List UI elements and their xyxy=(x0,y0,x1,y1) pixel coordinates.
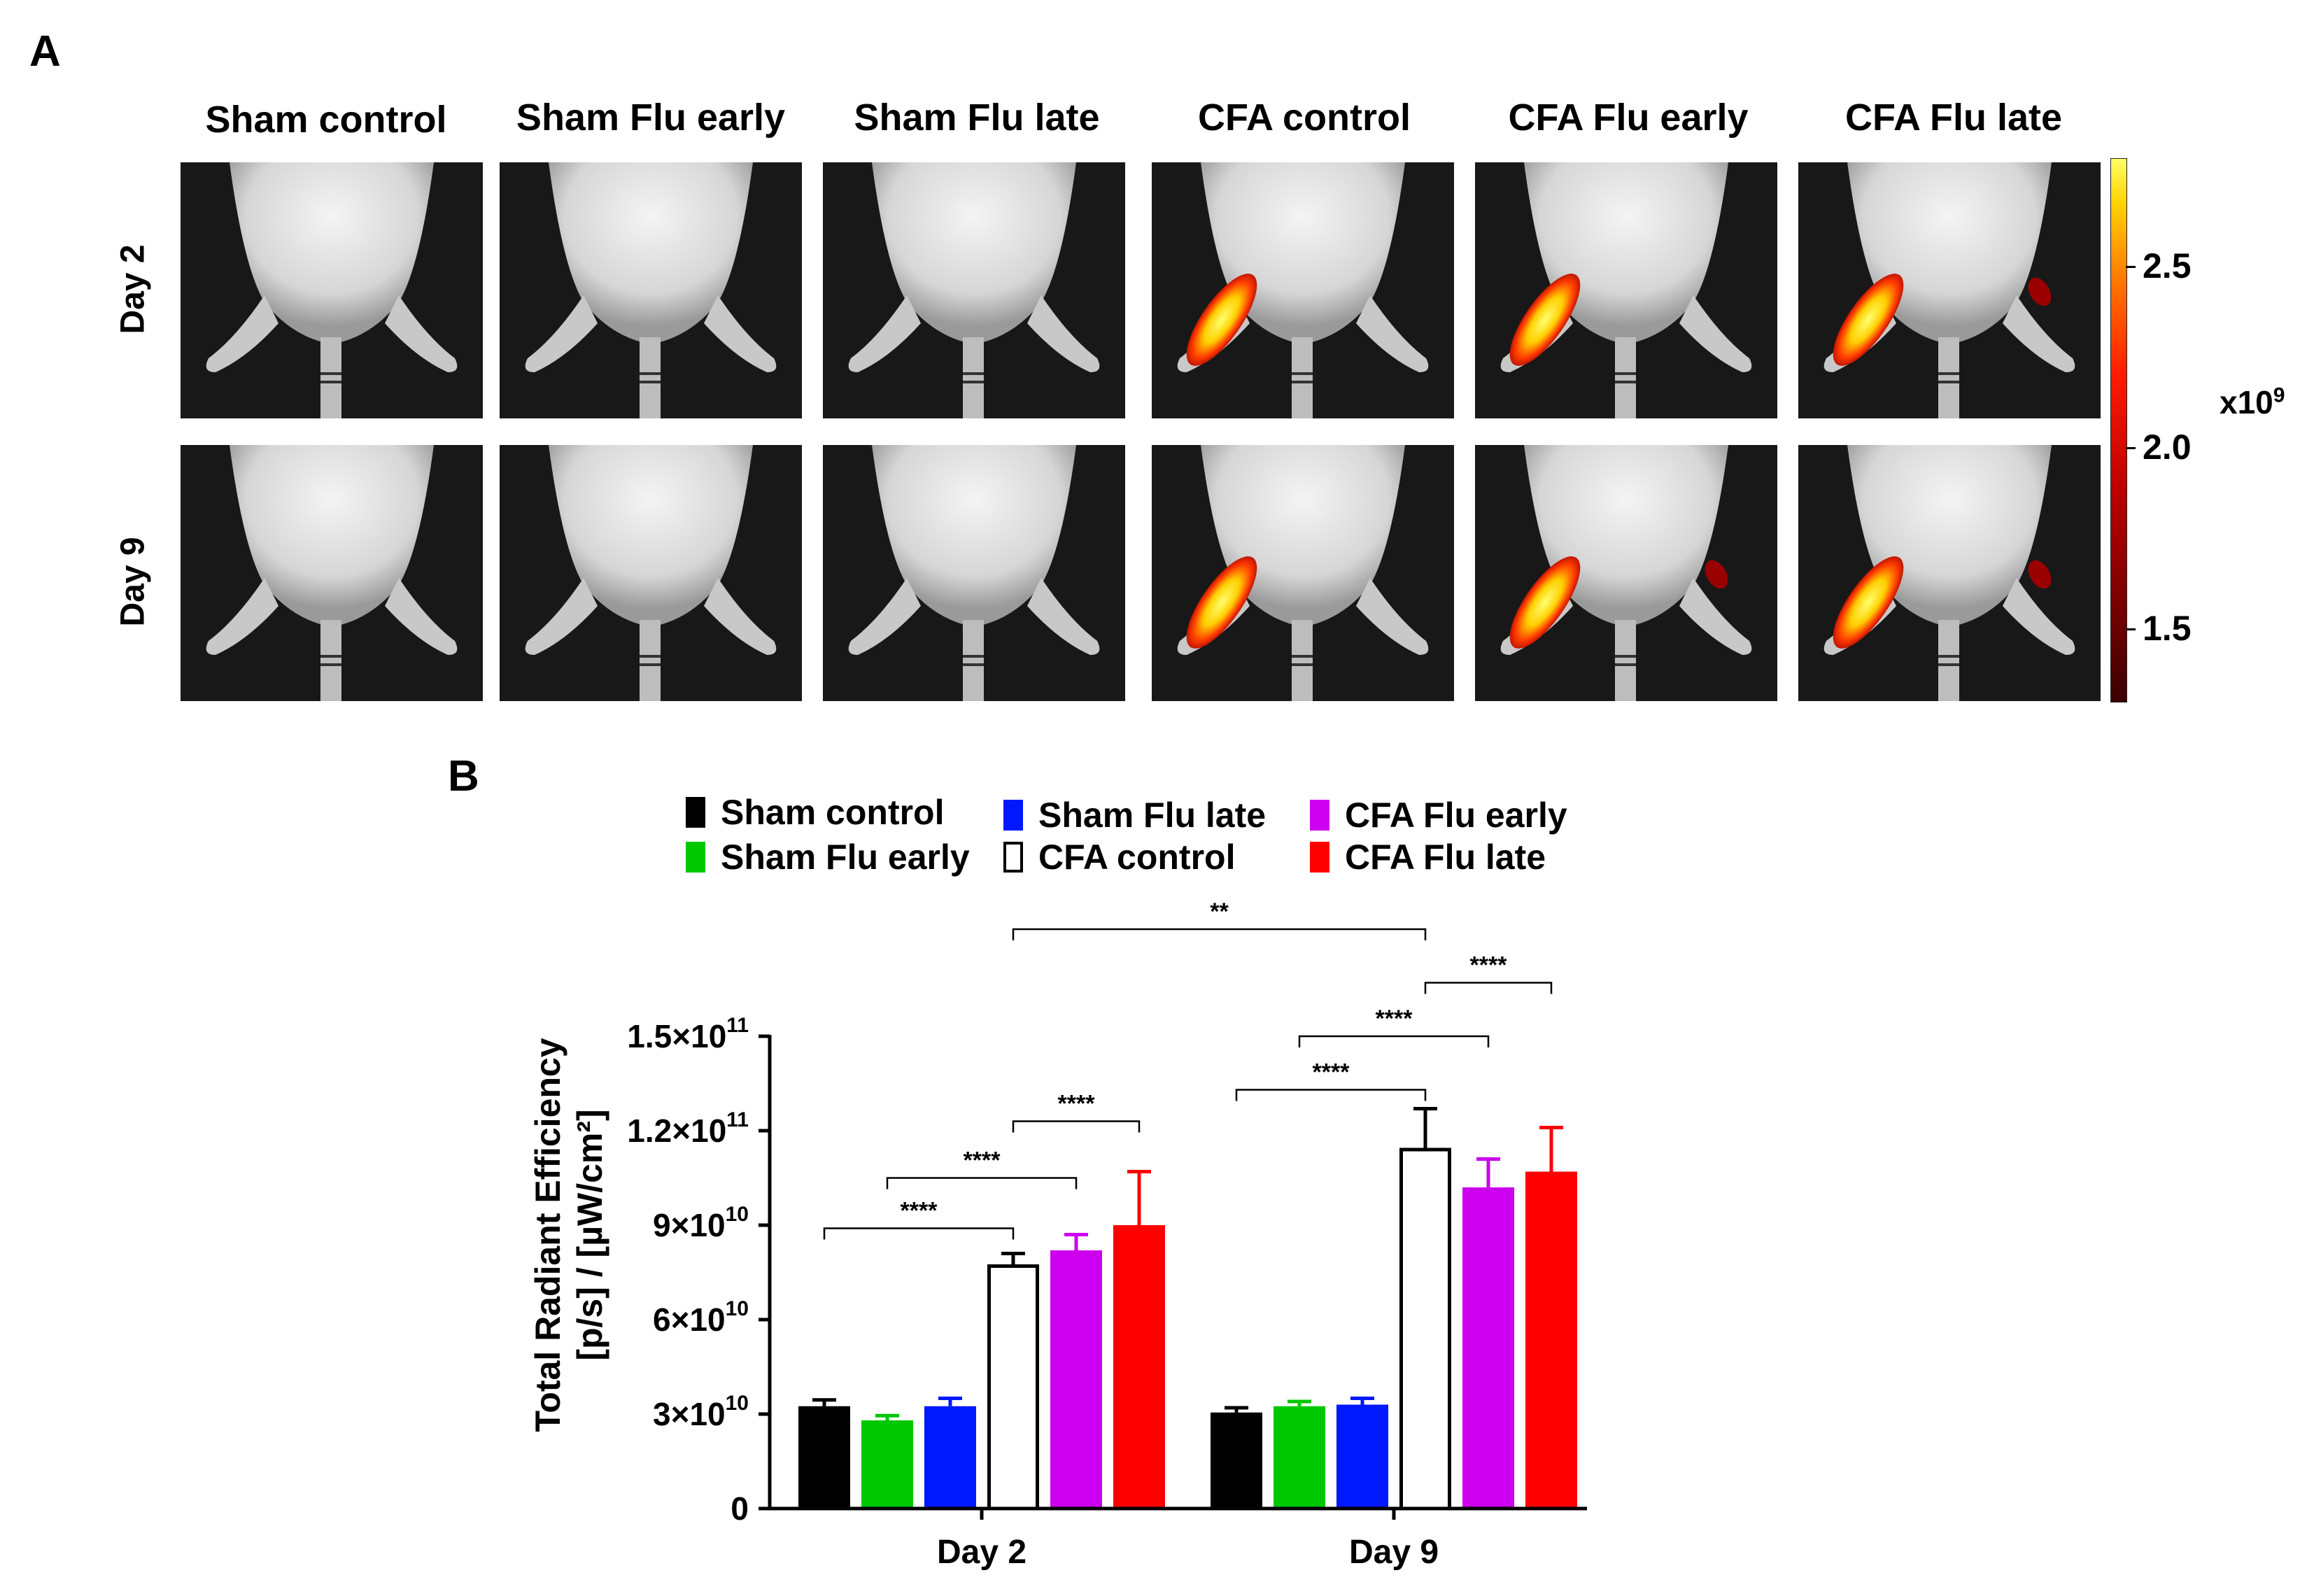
y-tick-exponent: 11 xyxy=(726,1014,749,1037)
bar xyxy=(1336,1404,1388,1509)
significance-label: **** xyxy=(1058,1091,1096,1117)
bar xyxy=(1050,1250,1102,1509)
significance-bracket xyxy=(886,1177,1078,1189)
significance-bracket xyxy=(1235,1089,1427,1101)
colorbar-exponent: x109 xyxy=(2220,383,2285,421)
image-tile-day9-sham-flu-late xyxy=(823,445,1125,701)
y-tick-label: 6×1010 xyxy=(653,1297,749,1338)
y-tick-label: 1.2×1011 xyxy=(627,1108,749,1149)
legend-label: CFA Flu early xyxy=(1345,796,1567,835)
significance-label: ** xyxy=(1210,898,1229,925)
column-label-cfa-control: CFA control xyxy=(1198,97,1411,139)
bar xyxy=(1462,1187,1514,1509)
image-tile-day2-cfa-flu-early xyxy=(1475,162,1777,418)
significance-label: **** xyxy=(1313,1059,1350,1086)
bar xyxy=(924,1406,976,1509)
legend-item-sham-flu-late: Sham Flu late xyxy=(1003,795,1266,835)
significance-bracket xyxy=(823,1227,1015,1240)
significance-label: **** xyxy=(901,1198,938,1224)
legend-swatch xyxy=(1003,842,1023,873)
y-tick-label: 9×1010 xyxy=(653,1203,749,1243)
legend-swatch xyxy=(686,842,705,873)
bar xyxy=(861,1420,913,1509)
legend-item-sham-flu-early: Sham Flu early xyxy=(686,837,970,877)
legend-label: CFA control xyxy=(1038,838,1236,877)
colorbar-tick-label: 2.0 xyxy=(2143,427,2192,467)
image-tile-day2-cfa-flu-late xyxy=(1798,162,2101,418)
legend-label: Sham Flu early xyxy=(721,838,970,877)
significance-label: **** xyxy=(1376,1005,1413,1032)
y-tick-label: 3×1010 xyxy=(653,1392,749,1432)
y-axis-title-line-2: [p/s] / [µW/cm²] xyxy=(570,1109,609,1360)
colorbar-tick-mark xyxy=(2126,266,2136,269)
bar xyxy=(1274,1406,1325,1509)
image-tile-day2-cfa-control xyxy=(1152,162,1454,418)
legend-swatch xyxy=(1310,842,1329,873)
column-label-cfa-flu-early: CFA Flu early xyxy=(1508,97,1749,139)
column-label-sham-flu-early: Sham Flu early xyxy=(516,97,786,139)
y-axis-title-line-1: Total Radiant Efficiency xyxy=(528,1038,567,1432)
significance-bracket xyxy=(1012,1120,1141,1133)
y-tick-label: 1.5×1011 xyxy=(627,1014,749,1054)
column-label-sham-flu-late: Sham Flu late xyxy=(854,97,1100,139)
y-tick-exponent: 10 xyxy=(726,1203,749,1226)
colorbar-exponent-sup: 9 xyxy=(2273,383,2285,407)
legend-item-cfa-flu-late: CFA Flu late xyxy=(1310,837,1546,877)
bar xyxy=(987,1264,1039,1511)
legend-swatch xyxy=(1003,800,1023,831)
image-tile-day9-sham-control xyxy=(181,445,483,701)
image-tile-day9-cfa-control xyxy=(1152,445,1454,701)
bar xyxy=(1211,1412,1262,1509)
image-tile-day9-cfa-flu-late xyxy=(1798,445,2101,701)
bars-layer xyxy=(798,1107,1577,1511)
image-tile-day2-sham-control xyxy=(181,162,483,418)
bar xyxy=(798,1406,850,1509)
significance-bracket xyxy=(1424,982,1553,994)
legend-swatch xyxy=(686,797,705,828)
x-tick-label: Day 9 xyxy=(1349,1534,1439,1571)
colorbar xyxy=(2110,158,2127,702)
panel-a-letter: A xyxy=(29,27,61,76)
y-tick-label: 0 xyxy=(731,1490,749,1527)
column-label-cfa-flu-late: CFA Flu late xyxy=(1844,97,2063,139)
colorbar-tick-label: 2.5 xyxy=(2143,246,2192,286)
legend-item-cfa-control: CFA control xyxy=(1003,837,1235,877)
bar xyxy=(1113,1225,1165,1509)
legend-swatch xyxy=(1310,800,1329,831)
panel-b-letter: B xyxy=(448,752,479,800)
axes-layer: 0 3×1010 6×1010 9×1010 1.2×1011 1.5×1011 Day 2… xyxy=(627,1014,1587,1571)
significance-label: **** xyxy=(964,1147,1001,1174)
colorbar-exponent-base: x10 xyxy=(2220,384,2273,421)
legend-label: Sham control xyxy=(721,793,945,832)
legend-label: Sham Flu late xyxy=(1038,796,1267,835)
image-tile-day2-sham-flu-early xyxy=(500,162,802,418)
colorbar-tick-layer: 2.5 2.0 1.5 xyxy=(2110,158,2320,701)
colorbar-tick-mark xyxy=(2126,446,2136,449)
x-tick-label: Day 2 xyxy=(937,1534,1027,1571)
image-tile-day2-sham-flu-late xyxy=(823,162,1125,418)
significance-bracket xyxy=(1012,928,1427,940)
significance-label: **** xyxy=(1470,952,1508,979)
column-label-sham-control: Sham control xyxy=(205,99,447,141)
significance-layer: ************************** xyxy=(823,898,1553,1240)
colorbar-tick-label: 1.5 xyxy=(2143,608,2192,648)
bar xyxy=(1525,1171,1577,1509)
legend-label: CFA Flu late xyxy=(1345,838,1546,877)
legend-item-cfa-flu-early: CFA Flu early xyxy=(1310,795,1567,835)
y-tick-exponent: 10 xyxy=(726,1392,749,1415)
significance-bracket xyxy=(1298,1035,1490,1047)
y-tick-exponent: 11 xyxy=(726,1108,749,1131)
image-tile-day9-sham-flu-early xyxy=(500,445,802,701)
bar xyxy=(1399,1147,1451,1511)
legend-item-sham-control: Sham control xyxy=(686,792,944,833)
colorbar-tick-mark xyxy=(2126,628,2136,630)
y-tick-exponent: 10 xyxy=(726,1297,749,1320)
image-tile-day9-cfa-flu-early xyxy=(1475,445,1777,701)
